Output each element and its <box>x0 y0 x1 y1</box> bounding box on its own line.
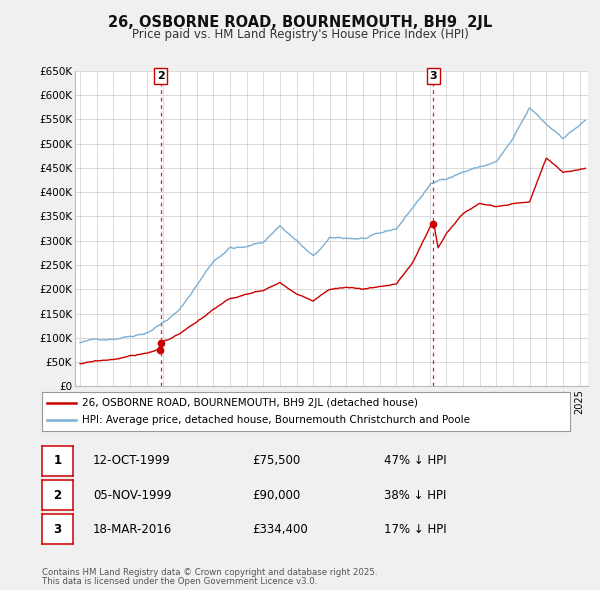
Text: This data is licensed under the Open Government Licence v3.0.: This data is licensed under the Open Gov… <box>42 577 317 586</box>
Text: 38% ↓ HPI: 38% ↓ HPI <box>384 489 446 502</box>
Text: Contains HM Land Registry data © Crown copyright and database right 2025.: Contains HM Land Registry data © Crown c… <box>42 568 377 577</box>
Text: 18-MAR-2016: 18-MAR-2016 <box>93 523 172 536</box>
Text: 05-NOV-1999: 05-NOV-1999 <box>93 489 172 502</box>
Text: £75,500: £75,500 <box>252 454 300 467</box>
Text: 3: 3 <box>430 71 437 81</box>
Text: HPI: Average price, detached house, Bournemouth Christchurch and Poole: HPI: Average price, detached house, Bour… <box>82 415 470 425</box>
Text: 3: 3 <box>53 523 62 536</box>
Text: 26, OSBORNE ROAD, BOURNEMOUTH, BH9  2JL: 26, OSBORNE ROAD, BOURNEMOUTH, BH9 2JL <box>108 15 492 30</box>
Text: 12-OCT-1999: 12-OCT-1999 <box>93 454 171 467</box>
Text: Price paid vs. HM Land Registry's House Price Index (HPI): Price paid vs. HM Land Registry's House … <box>131 28 469 41</box>
Text: 26, OSBORNE ROAD, BOURNEMOUTH, BH9 2JL (detached house): 26, OSBORNE ROAD, BOURNEMOUTH, BH9 2JL (… <box>82 398 418 408</box>
Text: 1: 1 <box>53 454 62 467</box>
Text: 2: 2 <box>157 71 164 81</box>
Text: 47% ↓ HPI: 47% ↓ HPI <box>384 454 446 467</box>
Text: £90,000: £90,000 <box>252 489 300 502</box>
Text: £334,400: £334,400 <box>252 523 308 536</box>
Text: 17% ↓ HPI: 17% ↓ HPI <box>384 523 446 536</box>
Text: 2: 2 <box>53 489 62 502</box>
